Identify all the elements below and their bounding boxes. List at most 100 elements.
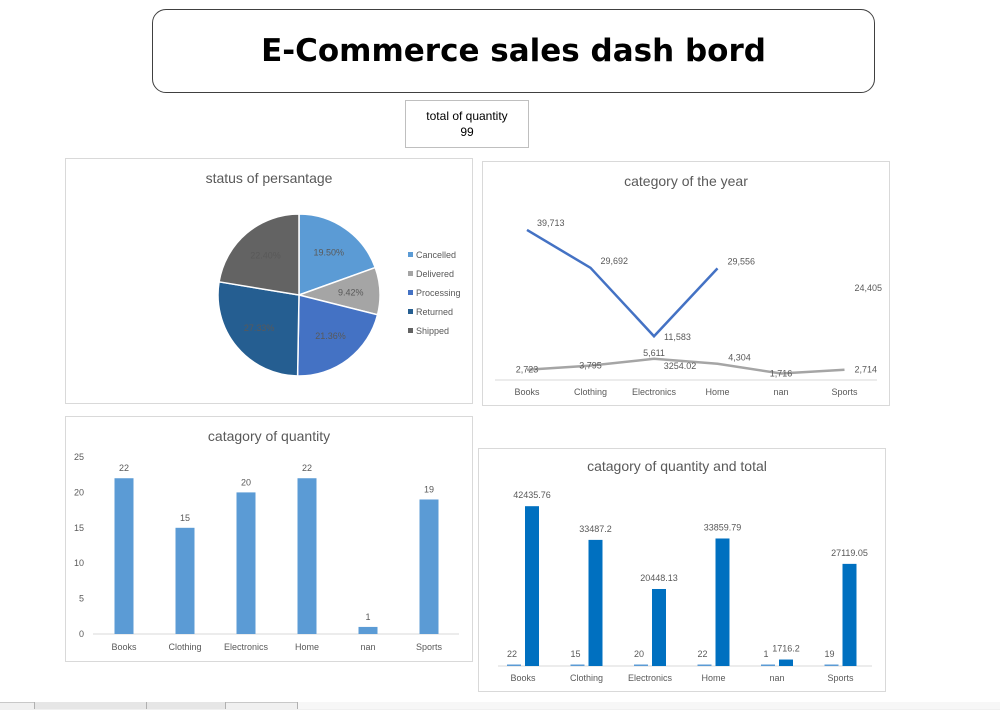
x-tick-label: Electronics [628,673,673,683]
data-label: 1 [365,612,370,622]
data-label: 20 [634,649,644,659]
pie-slice [218,213,300,296]
bar-total [715,538,730,666]
bar-quantity [824,664,839,666]
x-tick-label: Home [705,387,729,397]
x-tick-label: Electronics [224,642,269,652]
line-chart-svg: category of the year Books Clothing Electro… [495,173,883,397]
dashboard-title-box: E-Commerce sales dash bord [152,9,875,93]
legend-label: Cancelled [416,250,456,260]
pie-slice [296,294,379,377]
data-label: 19 [424,484,434,494]
chart-category-year[interactable]: category of the year Books Clothing Electro… [482,161,890,406]
chart-status-percentage[interactable]: status of persantage 19.50% 9.42% 21.36% 27.… [65,158,473,404]
data-label: 1 [763,649,768,659]
x-tick-label: nan [360,642,375,652]
legend-swatch [408,252,413,257]
bar [419,499,439,634]
data-label: 2,714 [855,365,878,375]
legend-label: Processing [416,288,461,298]
data-label: 29,692 [601,256,629,266]
x-tick-label: Sports [831,387,858,397]
data-label: 24,405 [855,283,883,293]
pie-data-label: 21.36% [315,331,346,341]
pie-data-label: 9.42% [338,287,364,297]
data-label: 15 [180,513,190,523]
data-label: 33859.79 [704,522,742,532]
bar-total [525,506,539,666]
dashboard-title: E-Commerce sales dash bord [261,33,766,69]
legend-label: Delivered [416,269,454,279]
y-tick-label: 10 [74,558,84,568]
grouped-bar-chart-svg: catagory of quantity and total 22 42435.76… [498,458,872,683]
bar-total [842,563,857,666]
chart-title: catagory of quantity and total [587,458,767,474]
chart-category-quantity[interactable]: catagory of quantity 0 5 10 15 20 25 22 Books 15 C… [65,416,473,662]
data-label: 22 [302,463,312,473]
data-label: 1716.2 [772,644,800,654]
data-label: 19 [824,649,834,659]
chart-title: status of persantage [206,170,333,186]
x-tick-label: Home [701,673,725,683]
legend-label: Shipped [416,326,449,336]
data-label: 2,723 [516,365,539,375]
x-tick-label: Home [295,642,319,652]
data-label: 29,556 [728,256,756,266]
chart-title: category of the year [624,173,748,189]
data-label: 22 [119,463,129,473]
y-tick-label: 20 [74,487,84,497]
data-label: 27119.05 [831,548,868,558]
pie-data-label: 22.40% [250,250,281,260]
bar [175,527,195,634]
legend-swatch [408,328,413,333]
pie-chart-svg: status of persantage 19.50% 9.42% 21.36% 27.… [206,170,461,377]
data-label: 15 [570,649,580,659]
bar [297,478,317,634]
x-tick-label: Books [514,387,540,397]
line-series [526,228,719,339]
data-label: 11,583 [664,332,691,342]
sheet-tab[interactable] [34,702,148,709]
x-tick-label: Books [510,673,536,683]
chart-title: catagory of quantity [208,428,330,444]
kpi-label: total of quantity [426,109,508,123]
legend-swatch [408,309,413,314]
line-series [526,357,845,375]
pie-data-label: 27.33% [244,323,275,333]
sheet-tab[interactable] [146,702,226,709]
data-label: 3,795 [579,361,602,371]
data-label: 20448.13 [640,573,678,583]
bar-total [588,539,603,666]
bar-quantity [634,664,648,666]
y-tick-label: 15 [74,523,84,533]
pie-slice [217,280,300,377]
legend-swatch [408,271,413,276]
data-label: 39,713 [537,218,565,228]
x-tick-label: Electronics [632,387,677,397]
bar [236,492,256,634]
y-tick-label: 5 [79,594,84,604]
bar-quantity [570,664,585,666]
chart-category-quantity-total[interactable]: catagory of quantity and total 22 42435.76… [478,448,886,692]
y-tick-label: 0 [79,629,84,639]
data-label: 42435.76 [513,490,551,500]
bar [114,478,134,634]
data-label: 33487.2 [579,524,612,534]
data-label: 4,304 [728,353,751,363]
bar-quantity [507,664,521,666]
bar-total [779,659,793,666]
legend-swatch [408,290,413,295]
data-label: 3254.02 [664,361,697,371]
legend-label: Returned [416,307,453,317]
bar-quantity [761,664,775,666]
pie-slice [298,213,377,297]
x-tick-label: nan [769,673,784,683]
horizontal-scrollbar[interactable] [297,702,1000,709]
bar-quantity [697,664,712,666]
data-label: 1,716 [770,369,793,379]
data-label: 22 [507,649,517,659]
bar-total [652,588,666,666]
data-label: 20 [241,477,251,487]
kpi-total-quantity: total of quantity 99 [405,100,529,148]
data-label: 5,611 [643,348,665,358]
